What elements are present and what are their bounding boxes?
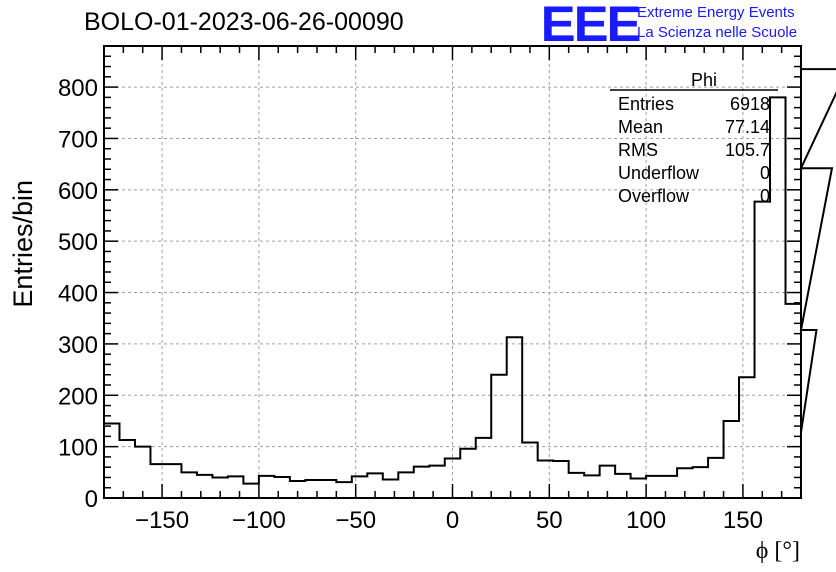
- histogram-series: [103, 68, 836, 498]
- y-tick-label: 0: [85, 486, 98, 513]
- stats-row-value: 0: [760, 163, 770, 183]
- x-tick-label: −100: [232, 507, 286, 534]
- logo-caption-line1: Extreme Energy Events: [637, 4, 795, 21]
- y-tick-label: 800: [58, 75, 98, 102]
- x-axis-label: ϕ [°]: [756, 538, 800, 564]
- stats-title: Phi: [691, 70, 717, 90]
- y-tick-label: 100: [58, 435, 98, 462]
- chart-title: BOLO-01-2023-06-26-00090: [84, 8, 404, 36]
- y-axis-label: Entries/bin: [8, 180, 38, 308]
- stats-box: Phi Entries 6918 Mean 77.14 RMS 105.7 Underflow…: [610, 70, 778, 206]
- y-tick-label: 500: [58, 229, 98, 256]
- x-tick-label: 150: [723, 507, 763, 534]
- x-tick-label: −150: [135, 507, 189, 534]
- x-tick-label: −50: [335, 507, 376, 534]
- stats-row-value: 0: [760, 186, 770, 206]
- stats-row-label: Mean: [618, 117, 663, 137]
- stats-row-value: 77.14: [725, 117, 770, 137]
- logo-caption-line2: La Scienza nelle Scuole: [637, 24, 798, 41]
- x-tick-label: 50: [536, 507, 563, 534]
- grid-lines: [104, 46, 801, 498]
- stats-row-label: Overflow: [618, 186, 690, 206]
- x-tick-label: 100: [626, 507, 666, 534]
- y-tick-label: 300: [58, 332, 98, 359]
- stats-row-label: Underflow: [618, 163, 700, 183]
- axis-tick-labels: −150 −100 −50 0 50 100 150 0 100 200 300 400 500 600 7…: [58, 75, 763, 534]
- x-tick-label: 0: [446, 507, 459, 534]
- axis-ticks: [103, 45, 802, 499]
- stats-row-label: Entries: [618, 94, 674, 114]
- logo-caption: Extreme Energy Events La Scienza nelle S…: [637, 3, 797, 43]
- stats-row-value: 6918: [730, 94, 770, 114]
- y-tick-label: 600: [58, 178, 98, 205]
- y-tick-label: 400: [58, 281, 98, 308]
- stats-row-label: RMS: [618, 140, 658, 160]
- eee-logo: EEE: [540, 0, 642, 52]
- y-tick-label: 700: [58, 126, 98, 153]
- y-tick-label: 200: [58, 383, 98, 410]
- stats-row-value: 105.7: [725, 140, 770, 160]
